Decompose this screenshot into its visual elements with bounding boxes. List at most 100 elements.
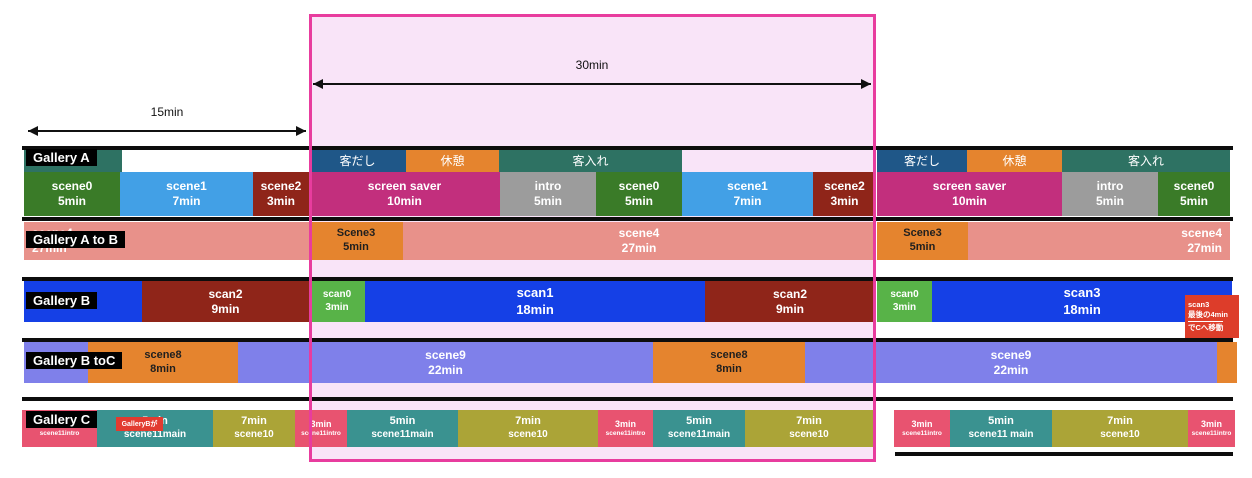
- segment-label: 3min: [614, 418, 636, 429]
- segment-label: 22min: [993, 362, 1029, 377]
- segment-label: scene8: [710, 348, 748, 361]
- segment-label: 8min: [716, 362, 742, 375]
- segment-label: 3min: [325, 301, 349, 313]
- arrow-15min-label: 15min: [150, 105, 184, 119]
- segment-label: 5min: [343, 241, 369, 253]
- arrow-30min-line: [313, 83, 871, 85]
- segment-kyakudashi-2: 客だし: [877, 150, 967, 172]
- arrow-30min-head-right: [861, 79, 871, 89]
- segment-scene11intro-2: 3min scene11intro: [598, 410, 653, 447]
- segment-label: scene1: [166, 179, 207, 193]
- segment-label: scan0: [322, 289, 352, 300]
- segment-label: 7min: [1107, 415, 1133, 428]
- arrow-15min-head-left: [28, 126, 38, 136]
- segment-scene1-1: scene1 7min: [120, 172, 253, 216]
- segment-label: screen saver: [367, 179, 442, 193]
- segment-label: scene0: [1173, 179, 1215, 193]
- segment-scene3-2: Scene3 5min: [877, 222, 968, 260]
- segment-scene10-1: 7min scene10: [458, 410, 598, 447]
- segment-label: scene0: [51, 179, 93, 193]
- segment-scene8-start: [1217, 342, 1237, 383]
- segment-label: 客入れ: [572, 153, 609, 168]
- segment-scan2-1: scan2 9min: [142, 281, 309, 322]
- segment-label: scene4: [1181, 226, 1222, 240]
- segment-scene10-0: 7min scene10: [213, 410, 295, 447]
- segment-label: intro: [534, 179, 562, 193]
- segment-scene0-2: scene0 5min: [596, 172, 682, 216]
- divider-line-3: [22, 338, 1233, 342]
- segment-label: scene11main: [371, 429, 434, 441]
- segment-label: 22min: [428, 362, 463, 377]
- segment-label: 5min: [988, 415, 1014, 428]
- segment-label: 18min: [516, 301, 554, 317]
- segment-label: 3min: [911, 418, 933, 429]
- segment-label: 7min: [733, 194, 762, 208]
- segment-label: 7min: [796, 415, 822, 428]
- segment-label: scene10: [1100, 429, 1140, 441]
- segment-label: scene0: [618, 179, 660, 193]
- arrow-30min-label: 30min: [575, 58, 609, 72]
- segment-scan3-1: scan3 18min: [932, 281, 1232, 322]
- segment-label: 休憩: [1002, 153, 1027, 168]
- segment-label: scene2: [824, 179, 865, 193]
- segment-label: 9min: [211, 301, 240, 316]
- segment-scene11intro-4: 3min scene11intro: [1188, 410, 1235, 447]
- segment-label: scene9: [425, 347, 466, 362]
- segment-label: 3min: [830, 194, 859, 208]
- segment-kyukei-2: 休憩: [967, 150, 1062, 172]
- annotation-line: scan3: [1188, 300, 1210, 309]
- segment-scene4-2: scene4 27min: [403, 222, 875, 260]
- arrow-30min-head-left: [313, 79, 323, 89]
- segment-label: 27min: [1187, 241, 1222, 255]
- segment-label: 7min: [241, 415, 267, 428]
- segment-label: 10min: [952, 194, 987, 208]
- segment-label: 18min: [1063, 301, 1101, 317]
- segment-label: scene11 main: [968, 429, 1034, 441]
- segment-scene11main-2: 5min scene11main: [653, 410, 745, 447]
- segment-label: scan2: [208, 286, 243, 301]
- segment-label: 3min: [310, 418, 332, 429]
- segment-label: 5min: [1095, 194, 1124, 208]
- segment-intro-1: intro 5min: [500, 172, 596, 216]
- segment-label: scan0: [890, 289, 919, 300]
- segment-scene9-1: scene9 22min: [238, 342, 653, 383]
- segment-label: 5min: [909, 241, 936, 253]
- segment-label: 休憩: [440, 153, 465, 168]
- segment-label: 8min: [150, 362, 176, 375]
- segment-label: 5min: [57, 194, 86, 208]
- segment-label: 客だし: [903, 153, 940, 168]
- row-label-gallery-c: Gallery C: [26, 411, 98, 428]
- segment-label: scene11intro: [301, 430, 341, 438]
- segment-label: scan3: [1063, 285, 1101, 301]
- segment-scene11main-3: 5min scene11 main: [950, 410, 1052, 447]
- annotation-line: GalleryBが: [121, 421, 158, 428]
- segment-label: scene11intro: [902, 430, 942, 438]
- segment-scene2-2: scene2 3min: [813, 172, 876, 216]
- divider-line-2: [22, 277, 1233, 281]
- segment-label: scene9: [990, 347, 1032, 362]
- segment-label: scan1: [516, 285, 554, 301]
- segment-scan1-1: scan1 18min: [365, 281, 705, 322]
- segment-scene11intro-3: 3min scene11intro: [894, 410, 950, 447]
- segment-label: Scene3: [903, 227, 942, 240]
- segment-scan2-2: scan2 9min: [705, 281, 875, 322]
- segment-label: 客入れ: [1127, 153, 1164, 168]
- segment-label: screen saver: [932, 179, 1007, 193]
- segment-kyukei-1: 休憩: [406, 150, 499, 172]
- row-label-gallery-b: Gallery B: [26, 292, 98, 309]
- segment-label: scene11main: [123, 429, 187, 441]
- arrow-15min-head-right: [296, 126, 306, 136]
- segment-label: scene11intro: [1191, 430, 1232, 438]
- segment-label: scene8: [144, 348, 182, 361]
- segment-label: 5min: [1179, 194, 1208, 208]
- segment-kyakudashi-1: 客だし: [309, 150, 406, 172]
- annotation-galleryb-note: GalleryBが: [116, 417, 163, 431]
- segment-scene10-3: 7min scene10: [1052, 410, 1188, 447]
- segment-label: scene2: [260, 179, 302, 193]
- segment-scan0-2: scan0 3min: [877, 281, 932, 322]
- row-label-gallery-a-to-b: Gallery A to B: [26, 231, 126, 248]
- segment-scene11intro-1: 3min scene11intro: [295, 410, 347, 447]
- segment-label: scene11main: [667, 429, 731, 441]
- segment-intro-2: intro 5min: [1062, 172, 1158, 216]
